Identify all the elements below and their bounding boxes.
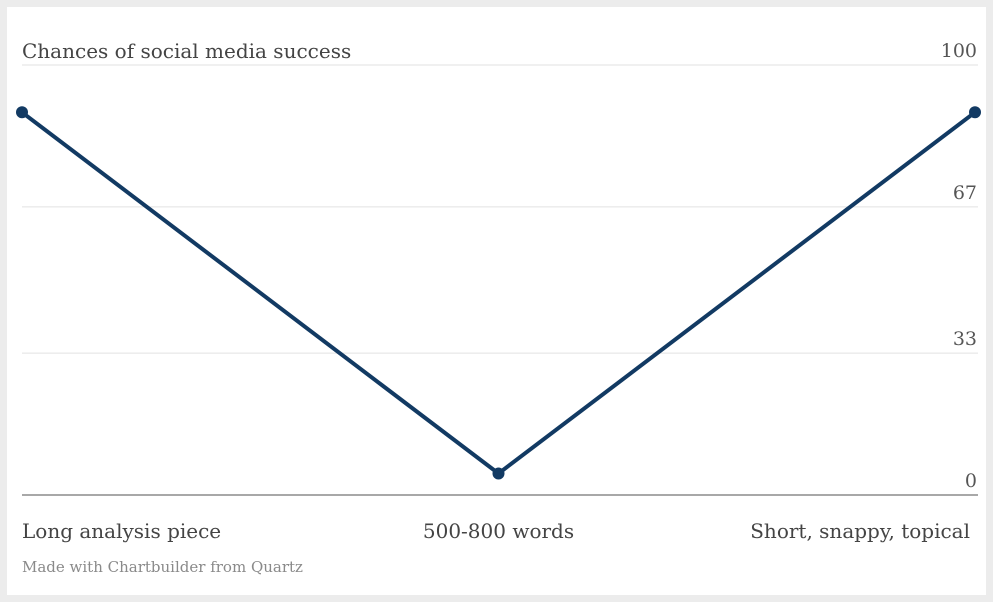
- gridlines: [22, 64, 978, 354]
- data-point: [492, 467, 505, 480]
- data-point: [969, 106, 981, 119]
- y-tick-label: 67: [953, 182, 977, 204]
- x-category-label: Short, snappy, topical: [750, 519, 970, 543]
- data-point: [16, 106, 28, 119]
- y-tick-labels: 100 67 33 0: [941, 40, 977, 492]
- chart-title: Chances of social media success: [22, 39, 351, 63]
- x-category-label: 500-800 words: [423, 519, 574, 543]
- x-category-label: Long analysis piece: [22, 519, 221, 543]
- chart-credit: Made with Chartbuilder from Quartz: [22, 558, 303, 576]
- y-tick-label: 33: [953, 328, 977, 350]
- series-line: [20, 110, 977, 476]
- category-labels: Long analysis piece 500-800 words Short, s…: [22, 519, 970, 543]
- chart-frame: [7, 7, 986, 595]
- y-tick-label: 0: [965, 470, 977, 492]
- series-group: [16, 106, 981, 480]
- y-tick-label: 100: [941, 40, 977, 62]
